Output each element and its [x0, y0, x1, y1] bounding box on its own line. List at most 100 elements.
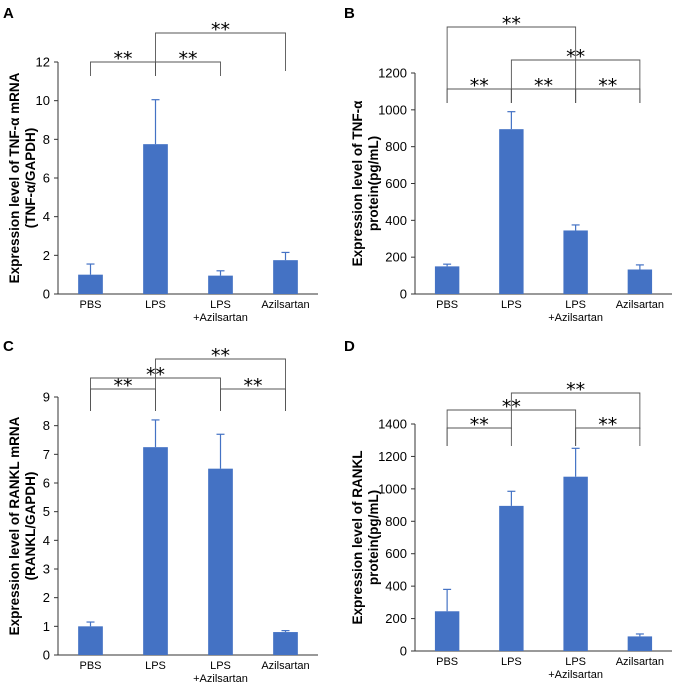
significance-label: **	[470, 414, 489, 436]
x-category-label: LPS +Azilsartan	[193, 660, 248, 685]
x-category-label: Azilsartan	[616, 656, 664, 668]
panel-label: A	[3, 5, 14, 22]
significance-label: **	[179, 48, 198, 70]
chart-panel-b: B 0 200 400 600 800 1000 1200 Expression level o…	[344, 5, 672, 324]
y-tick-label: 1400	[378, 417, 407, 432]
significance-label: **	[598, 75, 617, 97]
x-category-line: PBS	[436, 656, 458, 668]
y-tick-label: 1200	[378, 449, 407, 464]
y-axis-title-line: (RANKL/GAPDH)	[23, 472, 38, 581]
y-tick-label: 0	[400, 287, 407, 302]
x-category-line: Azilsartan	[261, 299, 309, 311]
x-category-line: Azilsartan	[616, 299, 664, 311]
y-axis-title: Expression level of TNF-α mRNA(TNF-α/GAP…	[7, 72, 38, 283]
significance-bracket	[446, 26, 577, 103]
significance-label: **	[598, 414, 617, 436]
bar-0	[434, 611, 460, 651]
significance-bracket	[575, 427, 641, 446]
y-tick-label: 800	[385, 514, 407, 529]
y-tick-label: 6	[43, 171, 50, 186]
x-category-line: LPS	[145, 299, 166, 311]
bar-1	[499, 129, 524, 294]
x-category-label: LPS	[145, 660, 166, 672]
bar-0	[434, 266, 460, 294]
bar-3	[273, 260, 298, 294]
bar-0	[78, 626, 103, 655]
significance-label: **	[114, 48, 133, 70]
bar-2	[208, 468, 233, 655]
x-category-line: +Azilsartan	[193, 673, 248, 685]
x-category-line: PBS	[436, 299, 458, 311]
bar-3	[627, 636, 653, 651]
y-axis-title-line: Expression level of TNF-α	[350, 100, 365, 267]
x-category-label: PBS	[436, 656, 458, 668]
x-category-label: Azilsartan	[261, 660, 309, 672]
y-tick-label: 8	[43, 418, 50, 433]
y-tick-label: 4	[43, 209, 50, 224]
y-tick-label: 1000	[378, 481, 407, 496]
chart-panel-a: A 0 2 4 6 8 10 12 Expression level of TNF-α mRNA…	[3, 5, 318, 324]
y-tick-label: 2	[43, 590, 50, 605]
y-tick-label: 600	[385, 546, 407, 561]
significance-bracket	[155, 32, 286, 71]
y-tick-label: 400	[385, 579, 407, 594]
panel-label: C	[3, 338, 14, 355]
y-tick-label: 2	[43, 248, 50, 263]
x-category-label: PBS	[79, 299, 101, 311]
y-axis-title-line: Expression level of TNF-α mRNA	[7, 72, 22, 283]
x-category-line: LPS	[210, 299, 231, 311]
x-category-label: LPS +Azilsartan	[548, 299, 603, 324]
y-tick-label: 4	[43, 533, 50, 548]
y-tick-label: 12	[36, 55, 50, 70]
y-tick-label: 1	[43, 619, 50, 634]
x-category-label: LPS	[501, 656, 522, 668]
significance-bracket	[155, 358, 286, 411]
chart-panel-d: D 0 200 400 600 800 1000 1200 1400 Expression lev…	[344, 338, 672, 681]
y-tick-label: 200	[385, 250, 407, 265]
y-axis-title-line: protein(pg/mL)	[366, 136, 381, 231]
x-category-label: LPS +Azilsartan	[548, 656, 603, 681]
y-tick-label: 5	[43, 504, 50, 519]
x-category-label: LPS +Azilsartan	[193, 299, 248, 324]
panel-label: D	[344, 338, 355, 355]
x-category-line: PBS	[79, 660, 101, 672]
x-category-line: Azilsartan	[261, 660, 309, 672]
bar-1	[143, 447, 168, 655]
significance-label: **	[502, 13, 521, 35]
y-tick-label: 600	[385, 176, 407, 191]
y-axis-title: Expression level of RANKLprotein(pg/mL)	[350, 450, 381, 624]
x-category-label: PBS	[79, 660, 101, 672]
y-tick-label: 0	[400, 644, 407, 659]
x-category-label: Azilsartan	[261, 299, 309, 311]
x-category-label: Azilsartan	[616, 299, 664, 311]
bar-2	[208, 275, 233, 294]
x-category-label: PBS	[436, 299, 458, 311]
y-axis-title-line: Expression level of RANKL	[350, 450, 365, 624]
x-category-label: LPS	[145, 299, 166, 311]
significance-bracket	[510, 392, 641, 429]
x-category-line: LPS	[565, 656, 586, 668]
x-category-line: +Azilsartan	[193, 312, 248, 324]
significance-label: **	[211, 345, 230, 367]
y-tick-label: 800	[385, 139, 407, 154]
x-category-line: PBS	[79, 299, 101, 311]
bar-3	[273, 632, 298, 655]
y-tick-label: 9	[43, 390, 50, 405]
y-tick-label: 0	[43, 287, 50, 302]
significance-label: **	[534, 75, 553, 97]
x-category-line: +Azilsartan	[548, 669, 603, 681]
y-tick-label: 7	[43, 447, 50, 462]
panel-label: B	[344, 5, 355, 22]
y-axis-title: Expression level of RANKL mRNA(RANKL/GAP…	[7, 416, 38, 635]
y-axis-title: Expression level of TNF-αprotein(pg/mL)	[350, 100, 381, 267]
y-tick-label: 8	[43, 132, 50, 147]
y-tick-label: 3	[43, 562, 50, 577]
x-category-line: Azilsartan	[616, 656, 664, 668]
y-tick-label: 200	[385, 611, 407, 626]
y-axis-title-line: Expression level of RANKL mRNA	[7, 416, 22, 635]
y-axis-title-line: (TNF-α/GAPDH)	[23, 128, 38, 229]
bar-1	[143, 144, 168, 294]
y-tick-label: 1200	[378, 66, 407, 81]
x-category-line: +Azilsartan	[548, 312, 603, 324]
